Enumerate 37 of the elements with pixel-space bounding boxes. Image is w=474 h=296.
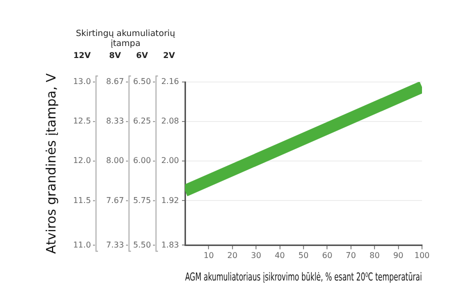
text: 8V xyxy=(109,51,122,60)
text: 6.50 xyxy=(133,77,151,86)
y-tick-label: 2.00 xyxy=(161,156,179,166)
text: Atviros grandinės įtampa, V xyxy=(44,73,60,254)
x-tick-label: 30 xyxy=(251,251,262,260)
y-tick-label: 1.83 xyxy=(161,240,179,250)
text: 6.25 xyxy=(133,116,151,126)
y-tick-label: 1.92 xyxy=(161,196,179,205)
text: 8.67 xyxy=(106,77,124,86)
text: 7.33 xyxy=(106,240,124,250)
text: 5.50 xyxy=(133,240,151,250)
text: 5.75 xyxy=(133,196,151,205)
text: 2V xyxy=(163,51,176,60)
text: 11.0 xyxy=(73,240,91,250)
x-tick-label: 70 xyxy=(346,251,356,260)
chart-subtitle: Skirtingų akumuliatorių įtampa xyxy=(76,29,176,49)
text: 12.5 xyxy=(73,116,91,126)
x-tick-label: 60 xyxy=(322,251,332,260)
x-tick-label: 90 xyxy=(393,251,404,260)
x-tick-label: 50 xyxy=(298,251,309,260)
text: 12V xyxy=(73,51,92,60)
y-tick-label: 2.08 xyxy=(161,116,179,126)
text: 7.67 xyxy=(106,196,124,205)
text: 8.00 xyxy=(106,156,124,166)
text: 12.0 xyxy=(73,156,91,166)
x-tick-label: 80 xyxy=(370,251,380,260)
text: 6V xyxy=(136,51,149,60)
text: 6.00 xyxy=(133,156,151,166)
y-tick-label: 2.16 xyxy=(161,77,179,86)
text: 8.33 xyxy=(106,116,124,126)
text: 11.5 xyxy=(73,196,91,205)
x-tick-label: 20 xyxy=(227,251,238,260)
text: 13.0 xyxy=(73,77,91,86)
x-tick-label: 100 xyxy=(414,251,430,260)
x-tick-label: 10 xyxy=(204,251,214,260)
x-axis-title: AGM akumuliatoriaus įsikrovimo būklė, % esant 20⁰C temperatūrai xyxy=(185,270,422,284)
x-tick-label: 40 xyxy=(274,251,285,260)
